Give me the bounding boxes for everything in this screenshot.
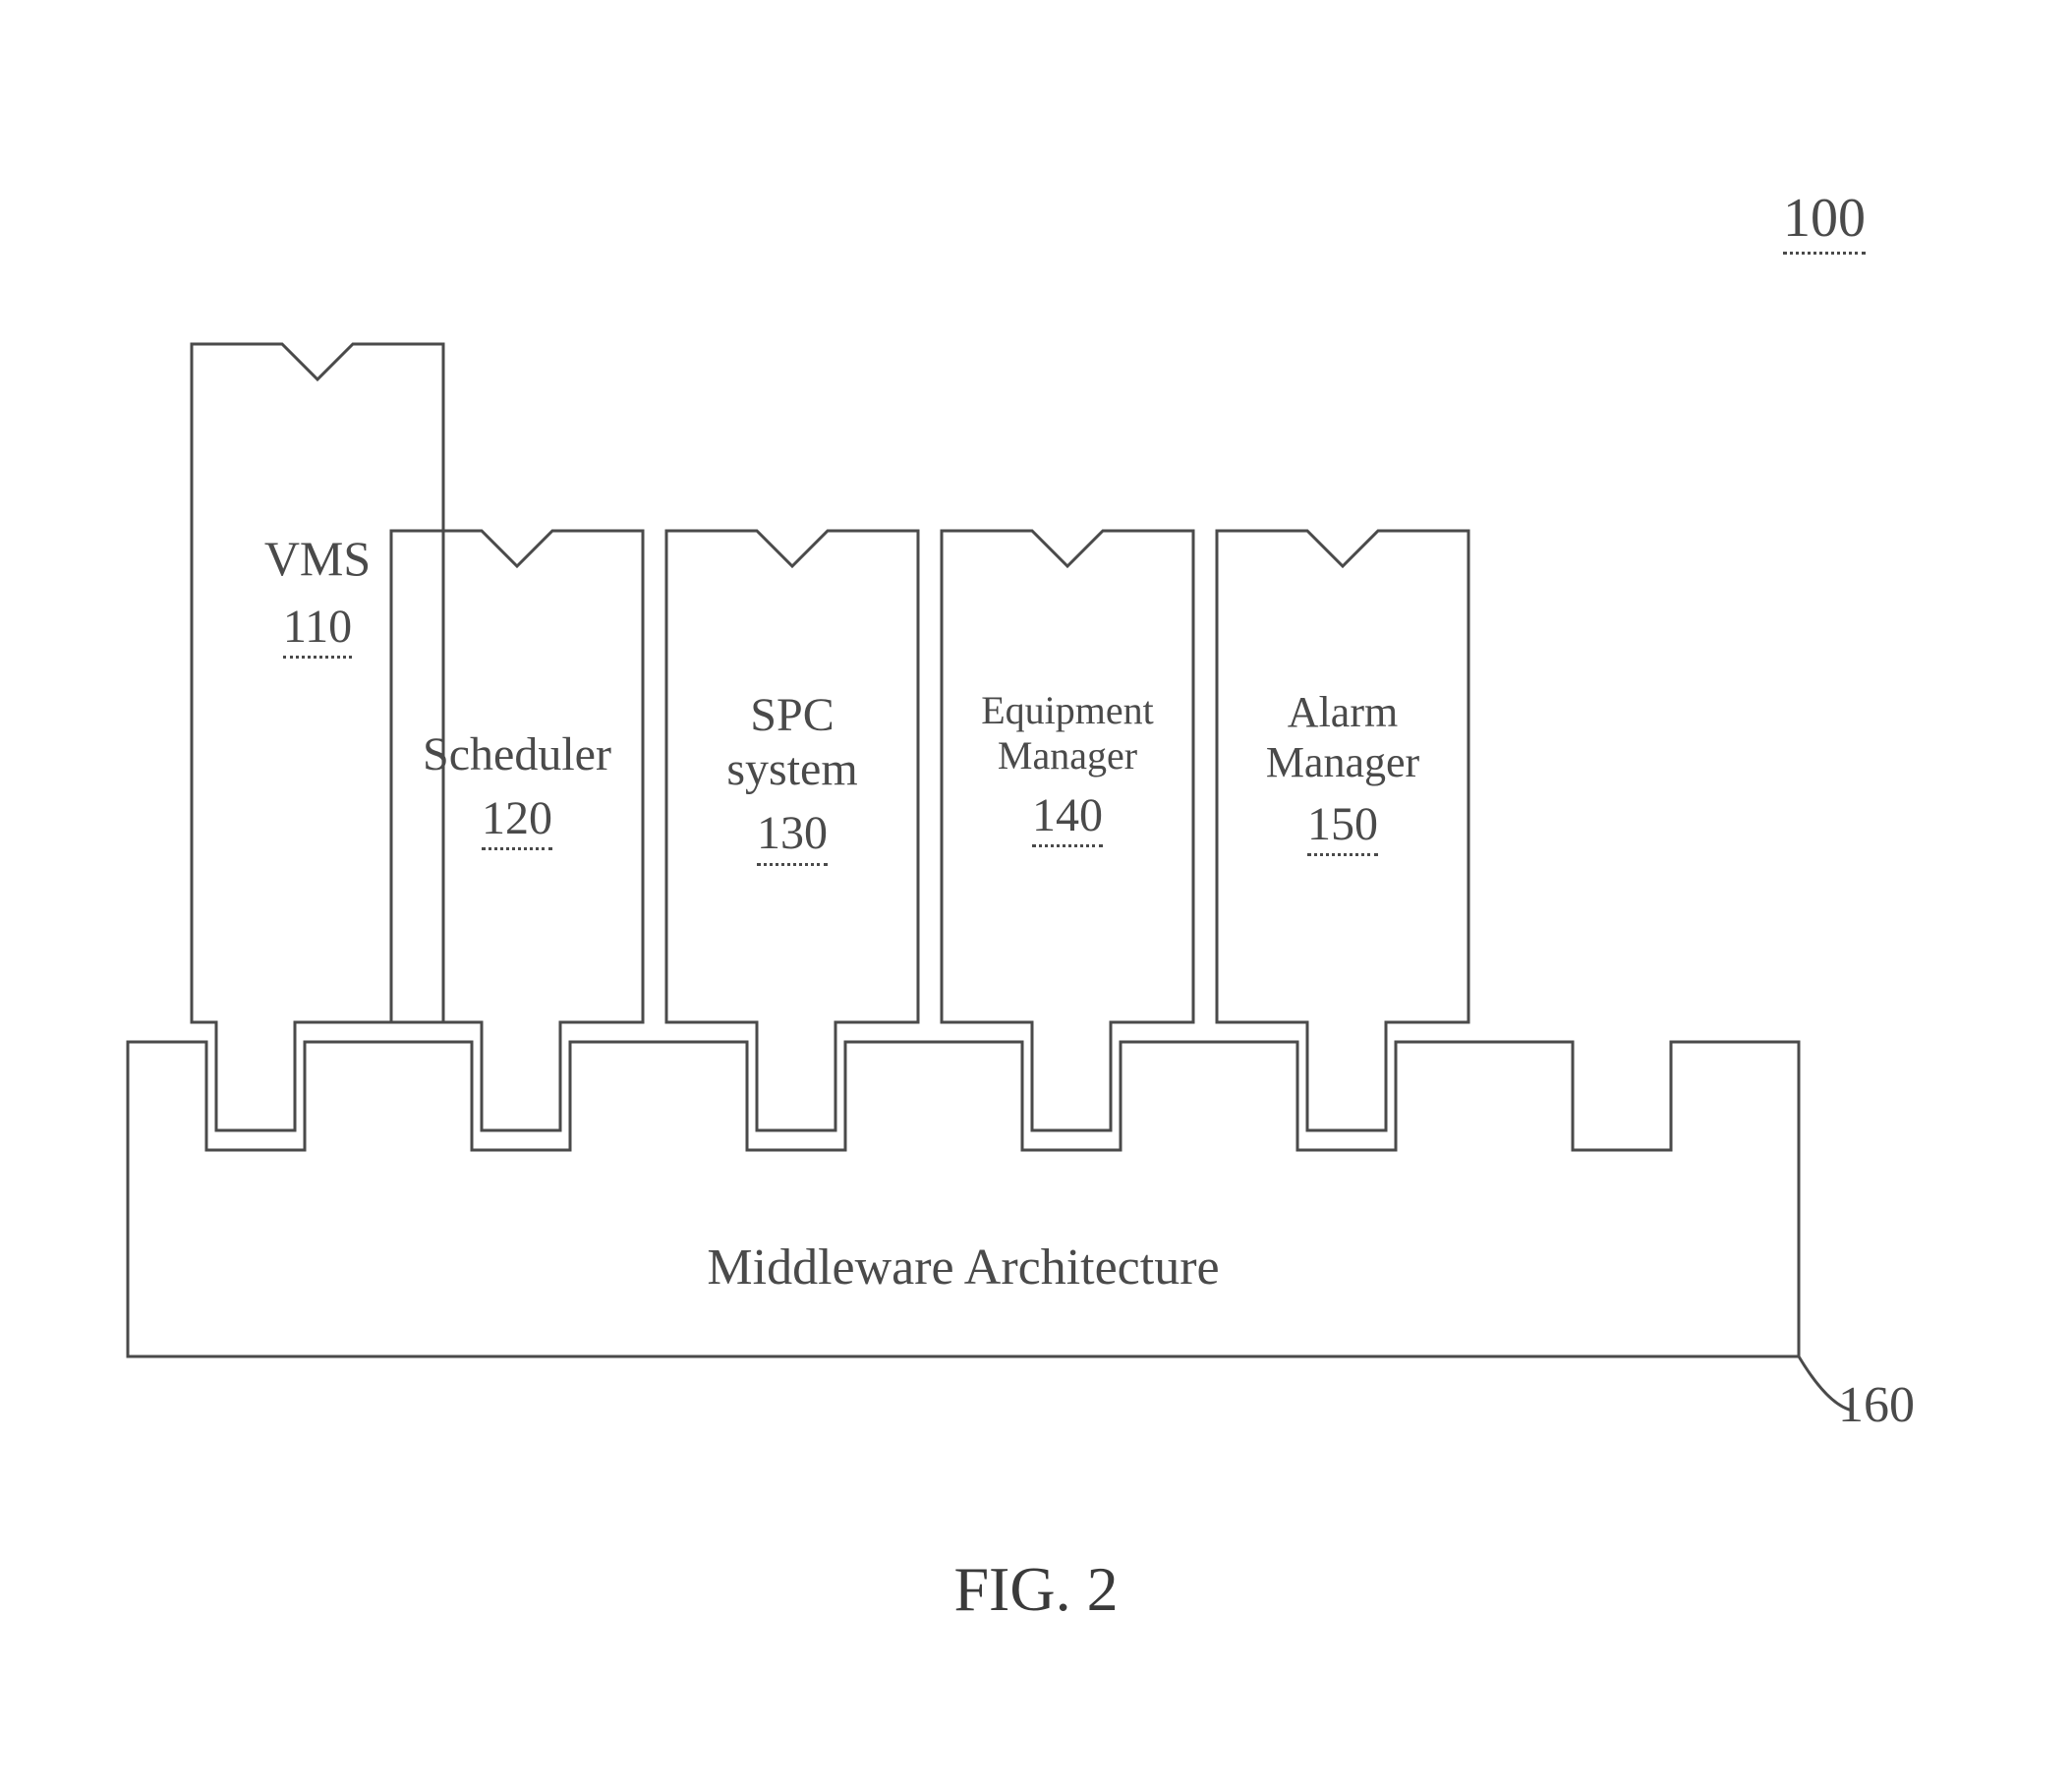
piece-vms-ref: 110	[283, 600, 352, 659]
figure-caption-text: FIG. 2	[953, 1554, 1118, 1624]
figure-caption: FIG. 2	[0, 1553, 2072, 1626]
middleware-label: Middleware Architecture	[128, 1239, 1799, 1297]
piece-equipment-manager: Equipment Manager 140	[942, 688, 1193, 847]
middleware-ref-160: 160	[1838, 1376, 1915, 1434]
piece-alarm-ref: 150	[1307, 797, 1378, 856]
piece-spc-ref: 130	[757, 806, 828, 865]
middleware-ref-160-text: 160	[1838, 1377, 1915, 1433]
piece-spc: SPC system 130	[666, 688, 918, 866]
piece-alarm-manager: Alarm Manager 150	[1217, 688, 1468, 856]
piece-alarm-label: Alarm Manager	[1217, 688, 1468, 787]
piece-scheduler: Scheduler 120	[391, 727, 643, 850]
piece-scheduler-ref: 120	[482, 791, 552, 850]
piece-equipment-label: Equipment Manager	[942, 688, 1193, 778]
piece-vms-label: VMS	[192, 531, 443, 588]
diagram-svg	[0, 0, 2072, 1787]
piece-equipment-ref: 140	[1032, 788, 1103, 847]
piece-vms: VMS 110	[192, 531, 443, 659]
middleware-label-text: Middleware Architecture	[707, 1239, 1219, 1296]
diagram-canvas: 100 VMS 110 Scheduler 120 SPC system 130…	[0, 0, 2072, 1787]
piece-spc-label: SPC system	[666, 688, 918, 796]
piece-scheduler-label: Scheduler	[391, 727, 643, 781]
